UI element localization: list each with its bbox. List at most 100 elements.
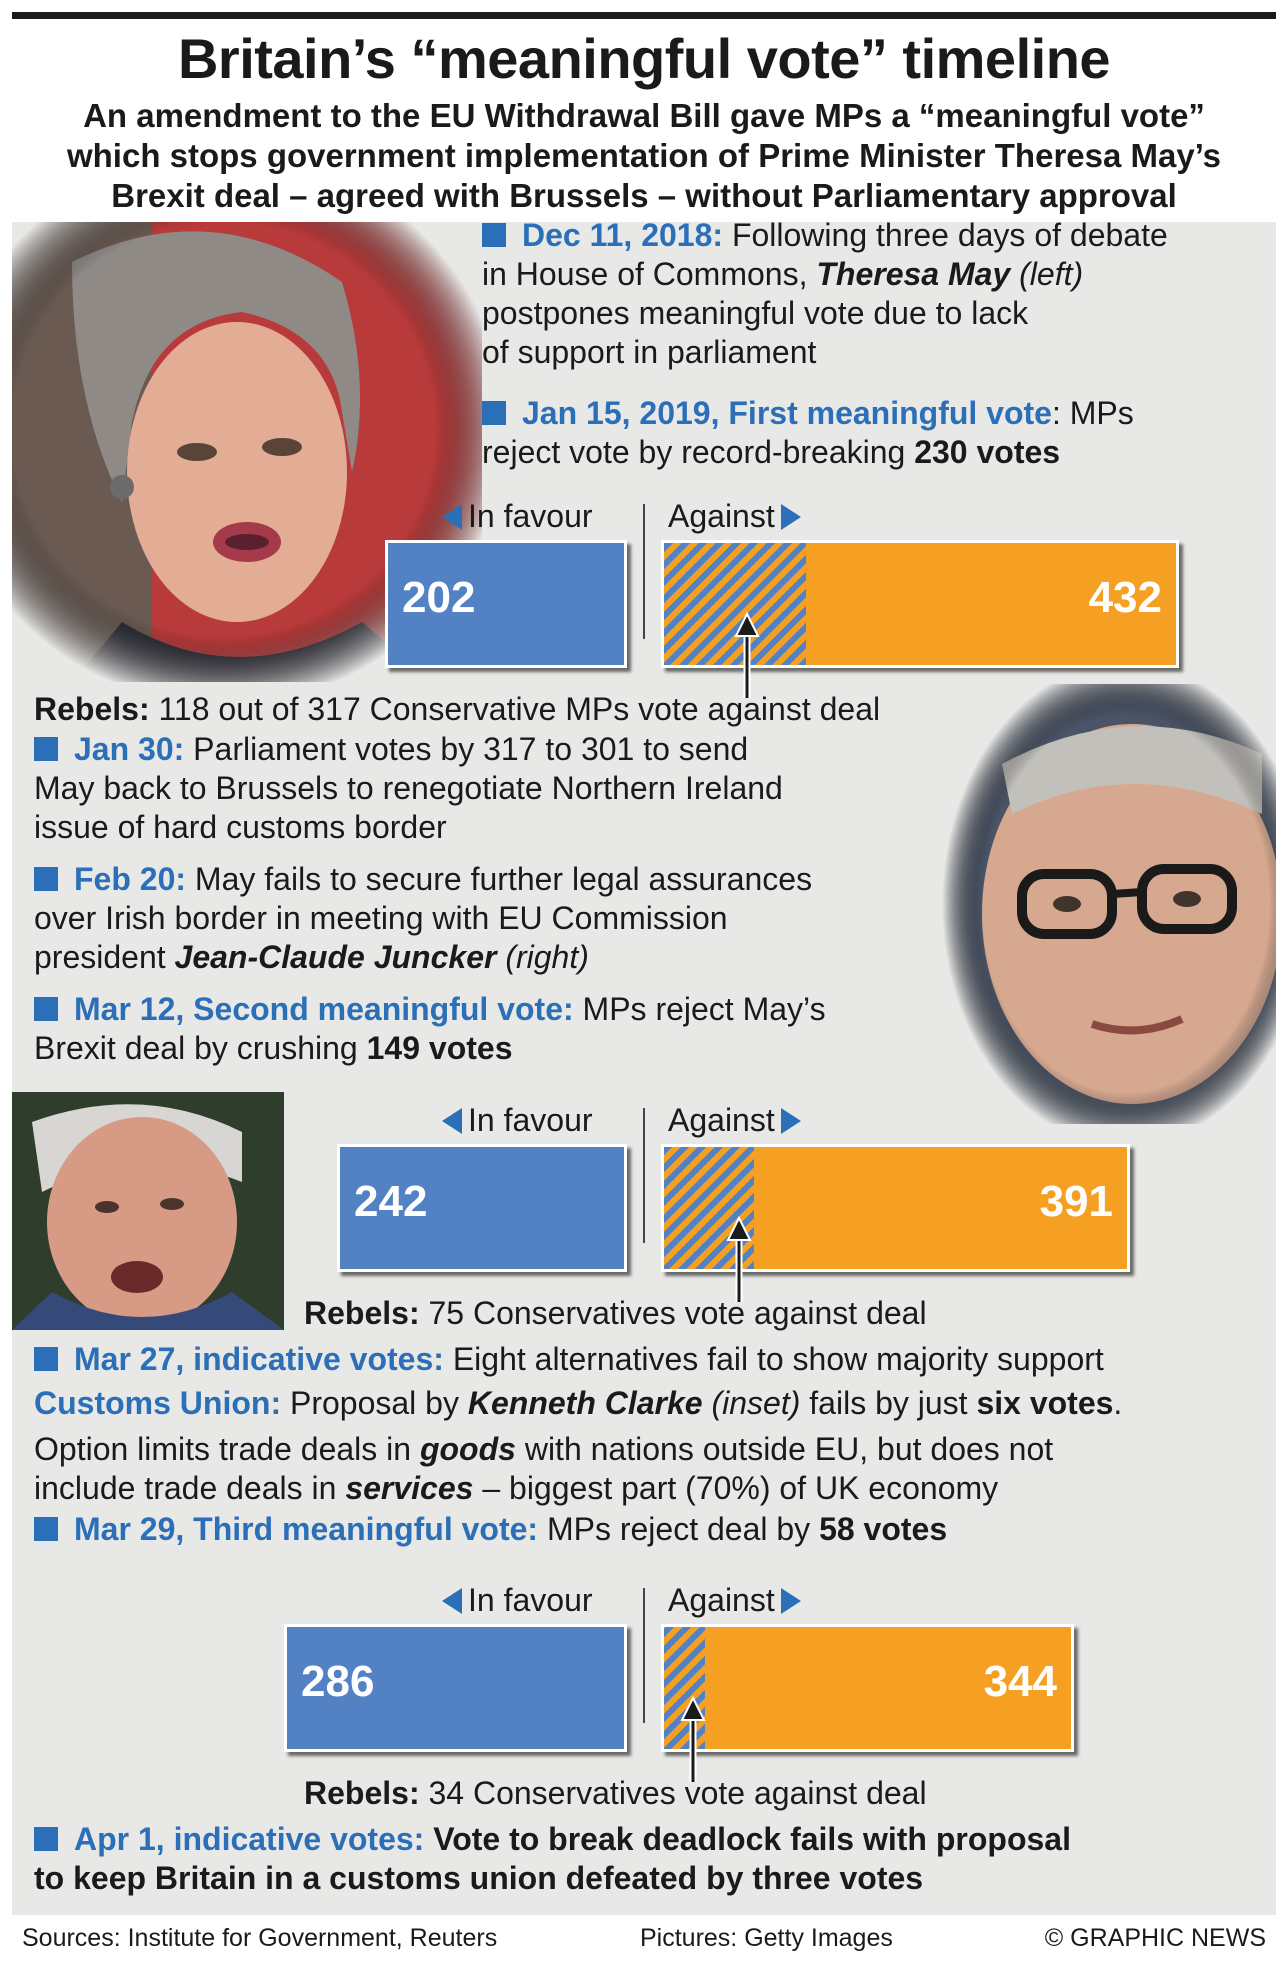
in-favour-label: In favour (442, 1582, 593, 1618)
against-text: Against (668, 1582, 775, 1618)
rebels-label: Rebels: (304, 1775, 420, 1811)
entry-emphasis: goods (419, 1431, 516, 1467)
entry-apr-1-line-2: to keep Britain in a customs union defea… (34, 1859, 1264, 1898)
in-favour-text: In favour (468, 1582, 593, 1618)
vote2-in-favour-value: 242 (354, 1177, 428, 1226)
entry-apr-1-line-1: Apr 1, indicative votes: Vote to break d… (34, 1820, 1264, 1859)
entry-option-line-1: Option limits trade deals in goods with … (34, 1430, 1264, 1469)
entry-date: Dec 11, 2018: (522, 222, 724, 253)
entry-jan-30: Jan 30: Parliament votes by 317 to 301 t… (34, 730, 934, 847)
bullet-square (34, 1827, 58, 1851)
vote3-against-bar: 344 (661, 1624, 1074, 1752)
entry-option-line-2: include trade deals in services – bigges… (34, 1469, 1264, 1508)
in-favour-label: In favour (442, 498, 593, 534)
vote1-against-bar: 432 (661, 540, 1179, 668)
entry-text: in House of Commons, (482, 256, 817, 292)
entry-emphasis: services (345, 1470, 474, 1506)
entry-bold: 230 votes (914, 434, 1061, 470)
entry-bold: six votes (976, 1385, 1114, 1421)
entry-dec-11-line-4: of support in parliament (482, 334, 817, 370)
vote3-in-favour-value: 286 (301, 1657, 375, 1706)
entry-mar-12-line-2: Brexit deal by crushing 149 votes (34, 1029, 934, 1068)
footer-sources: Sources: Institute for Government, Reute… (22, 1924, 498, 1952)
entry-text: with nations outside EU, but does not (515, 1431, 1054, 1467)
entry-mar-12-line-1: Mar 12, Second meaningful vote: MPs reje… (34, 990, 934, 1029)
entry-jan-30-line-3: issue of hard customs border (34, 809, 447, 845)
entry-date: Jan 15, 2019, First meaningful vote (522, 395, 1052, 431)
rebels-text: 75 Conservatives vote against deal (419, 1295, 927, 1331)
entry-mar-27: Mar 27, indicative votes: Eight alternat… (34, 1340, 1264, 1379)
arrow-right-icon (780, 504, 801, 530)
vote3-rebels-hatch (664, 1627, 705, 1749)
footer-pictures: Pictures: Getty Images (640, 1924, 893, 1952)
entry-text: Eight alternatives fail to show majority… (443, 1341, 1104, 1377)
entry-bold: to keep Britain in a customs union defea… (34, 1860, 924, 1896)
entry-bold: Vote to break deadlock fails with propos… (424, 1821, 1071, 1857)
entry-text: : MPs (1051, 395, 1134, 431)
vote2-in-favour-bar: 242 (337, 1144, 627, 1272)
entry-mar-12: Mar 12, Second meaningful vote: MPs reje… (34, 990, 934, 1068)
rebels-label: Rebels: (304, 1295, 420, 1331)
entry-text-italic: (right) (496, 939, 589, 975)
entry-text: May fails to secure further legal assura… (186, 861, 813, 897)
bullet-square (482, 223, 506, 247)
vote3-in-favour-bar: 286 (284, 1624, 627, 1752)
entry-date: Apr 1, indicative votes: (74, 1821, 425, 1857)
entry-jan-30-line-2: May back to Brussels to renegotiate Nort… (34, 770, 783, 806)
entry-text: president (34, 939, 175, 975)
bullet-square (34, 997, 58, 1021)
entry-dec-11: Dec 11, 2018: Following three days of de… (482, 222, 1272, 372)
against-text: Against (668, 498, 775, 534)
entry-bold: 58 votes (819, 1511, 948, 1547)
person-name-juncker: Jean-Claude Juncker (174, 939, 497, 975)
vote1-in-favour-bar: 202 (385, 540, 627, 668)
vote1-in-favour-value: 202 (402, 573, 476, 622)
entry-text: Following three days of debate (731, 222, 1168, 253)
arrow-left-icon (442, 504, 462, 530)
rebels-vote1: Rebels: 118 out of 317 Conservative MPs … (34, 690, 1134, 729)
top-rule (12, 12, 1276, 19)
entry-date: Jan 30: (74, 731, 185, 767)
divider-line (643, 1588, 645, 1723)
arrow-right-icon (780, 1108, 801, 1134)
subtitle-line-1: An amendment to the EU Withdrawal Bill g… (83, 97, 1205, 134)
page-subtitle: An amendment to the EU Withdrawal Bill g… (30, 96, 1258, 216)
vote1-rebels-hatch (664, 543, 806, 665)
entry-date: Mar 29, Third meaningful vote: (74, 1511, 539, 1547)
entry-text: – biggest part (70%) of UK economy (473, 1470, 999, 1506)
entry-bold: 149 votes (366, 1030, 513, 1066)
entry-dec-11-line-3: postpones meaningful vote due to lack (482, 295, 1029, 331)
timeline-panel: Dec 11, 2018: Following three days of de… (12, 222, 1276, 1915)
in-favour-text: In favour (468, 1102, 593, 1138)
entry-text-italic: (inset) (702, 1385, 801, 1421)
customs-union-label: Customs Union: (34, 1385, 282, 1421)
against-text: Against (668, 1102, 775, 1138)
jean-claude-juncker-photo (942, 684, 1276, 1124)
entry-jan-30-line-1: Jan 30: Parliament votes by 317 to 301 t… (34, 730, 934, 769)
entry-jan-15-line-2: reject vote by record-breaking 230 votes (482, 433, 1272, 472)
entry-dec-11-line-1: Dec 11, 2018: Following three days of de… (482, 222, 1272, 255)
entry-jan-15-line-1: Jan 15, 2019, First meaningful vote: MPs (482, 394, 1272, 433)
entry-text: Parliament votes by 317 to 301 to send (184, 731, 749, 767)
entry-text: reject vote by record-breaking (482, 434, 915, 470)
entry-customs-union: Customs Union: Proposal by Kenneth Clark… (34, 1384, 1274, 1423)
divider-line (643, 504, 645, 639)
entry-text: Brexit deal by crushing (34, 1030, 367, 1066)
entry-feb-20: Feb 20: May fails to secure further lega… (34, 860, 934, 977)
entry-text: Proposal by (281, 1385, 468, 1421)
footer-copyright: © GRAPHIC NEWS (1044, 1924, 1266, 1952)
entry-jan-15: Jan 15, 2019, First meaningful vote: MPs… (482, 394, 1272, 472)
entry-feb-20-line-1: Feb 20: May fails to secure further lega… (34, 860, 934, 899)
rebels-vote3: Rebels: 34 Conservatives vote against de… (304, 1774, 1204, 1813)
divider-line (643, 1108, 645, 1243)
entry-text: include trade deals in (34, 1470, 346, 1506)
rebels-text: 34 Conservatives vote against deal (419, 1775, 927, 1811)
bullet-square (482, 401, 506, 425)
in-favour-text: In favour (468, 498, 593, 534)
entry-text: Option limits trade deals in (34, 1431, 420, 1467)
entry-date: Mar 27, indicative votes: (74, 1341, 444, 1377)
against-label: Against (668, 498, 801, 534)
rebels-label: Rebels: (34, 691, 150, 727)
rebels-vote2: Rebels: 75 Conservatives vote against de… (304, 1294, 1204, 1333)
theresa-may-photo (12, 222, 482, 682)
